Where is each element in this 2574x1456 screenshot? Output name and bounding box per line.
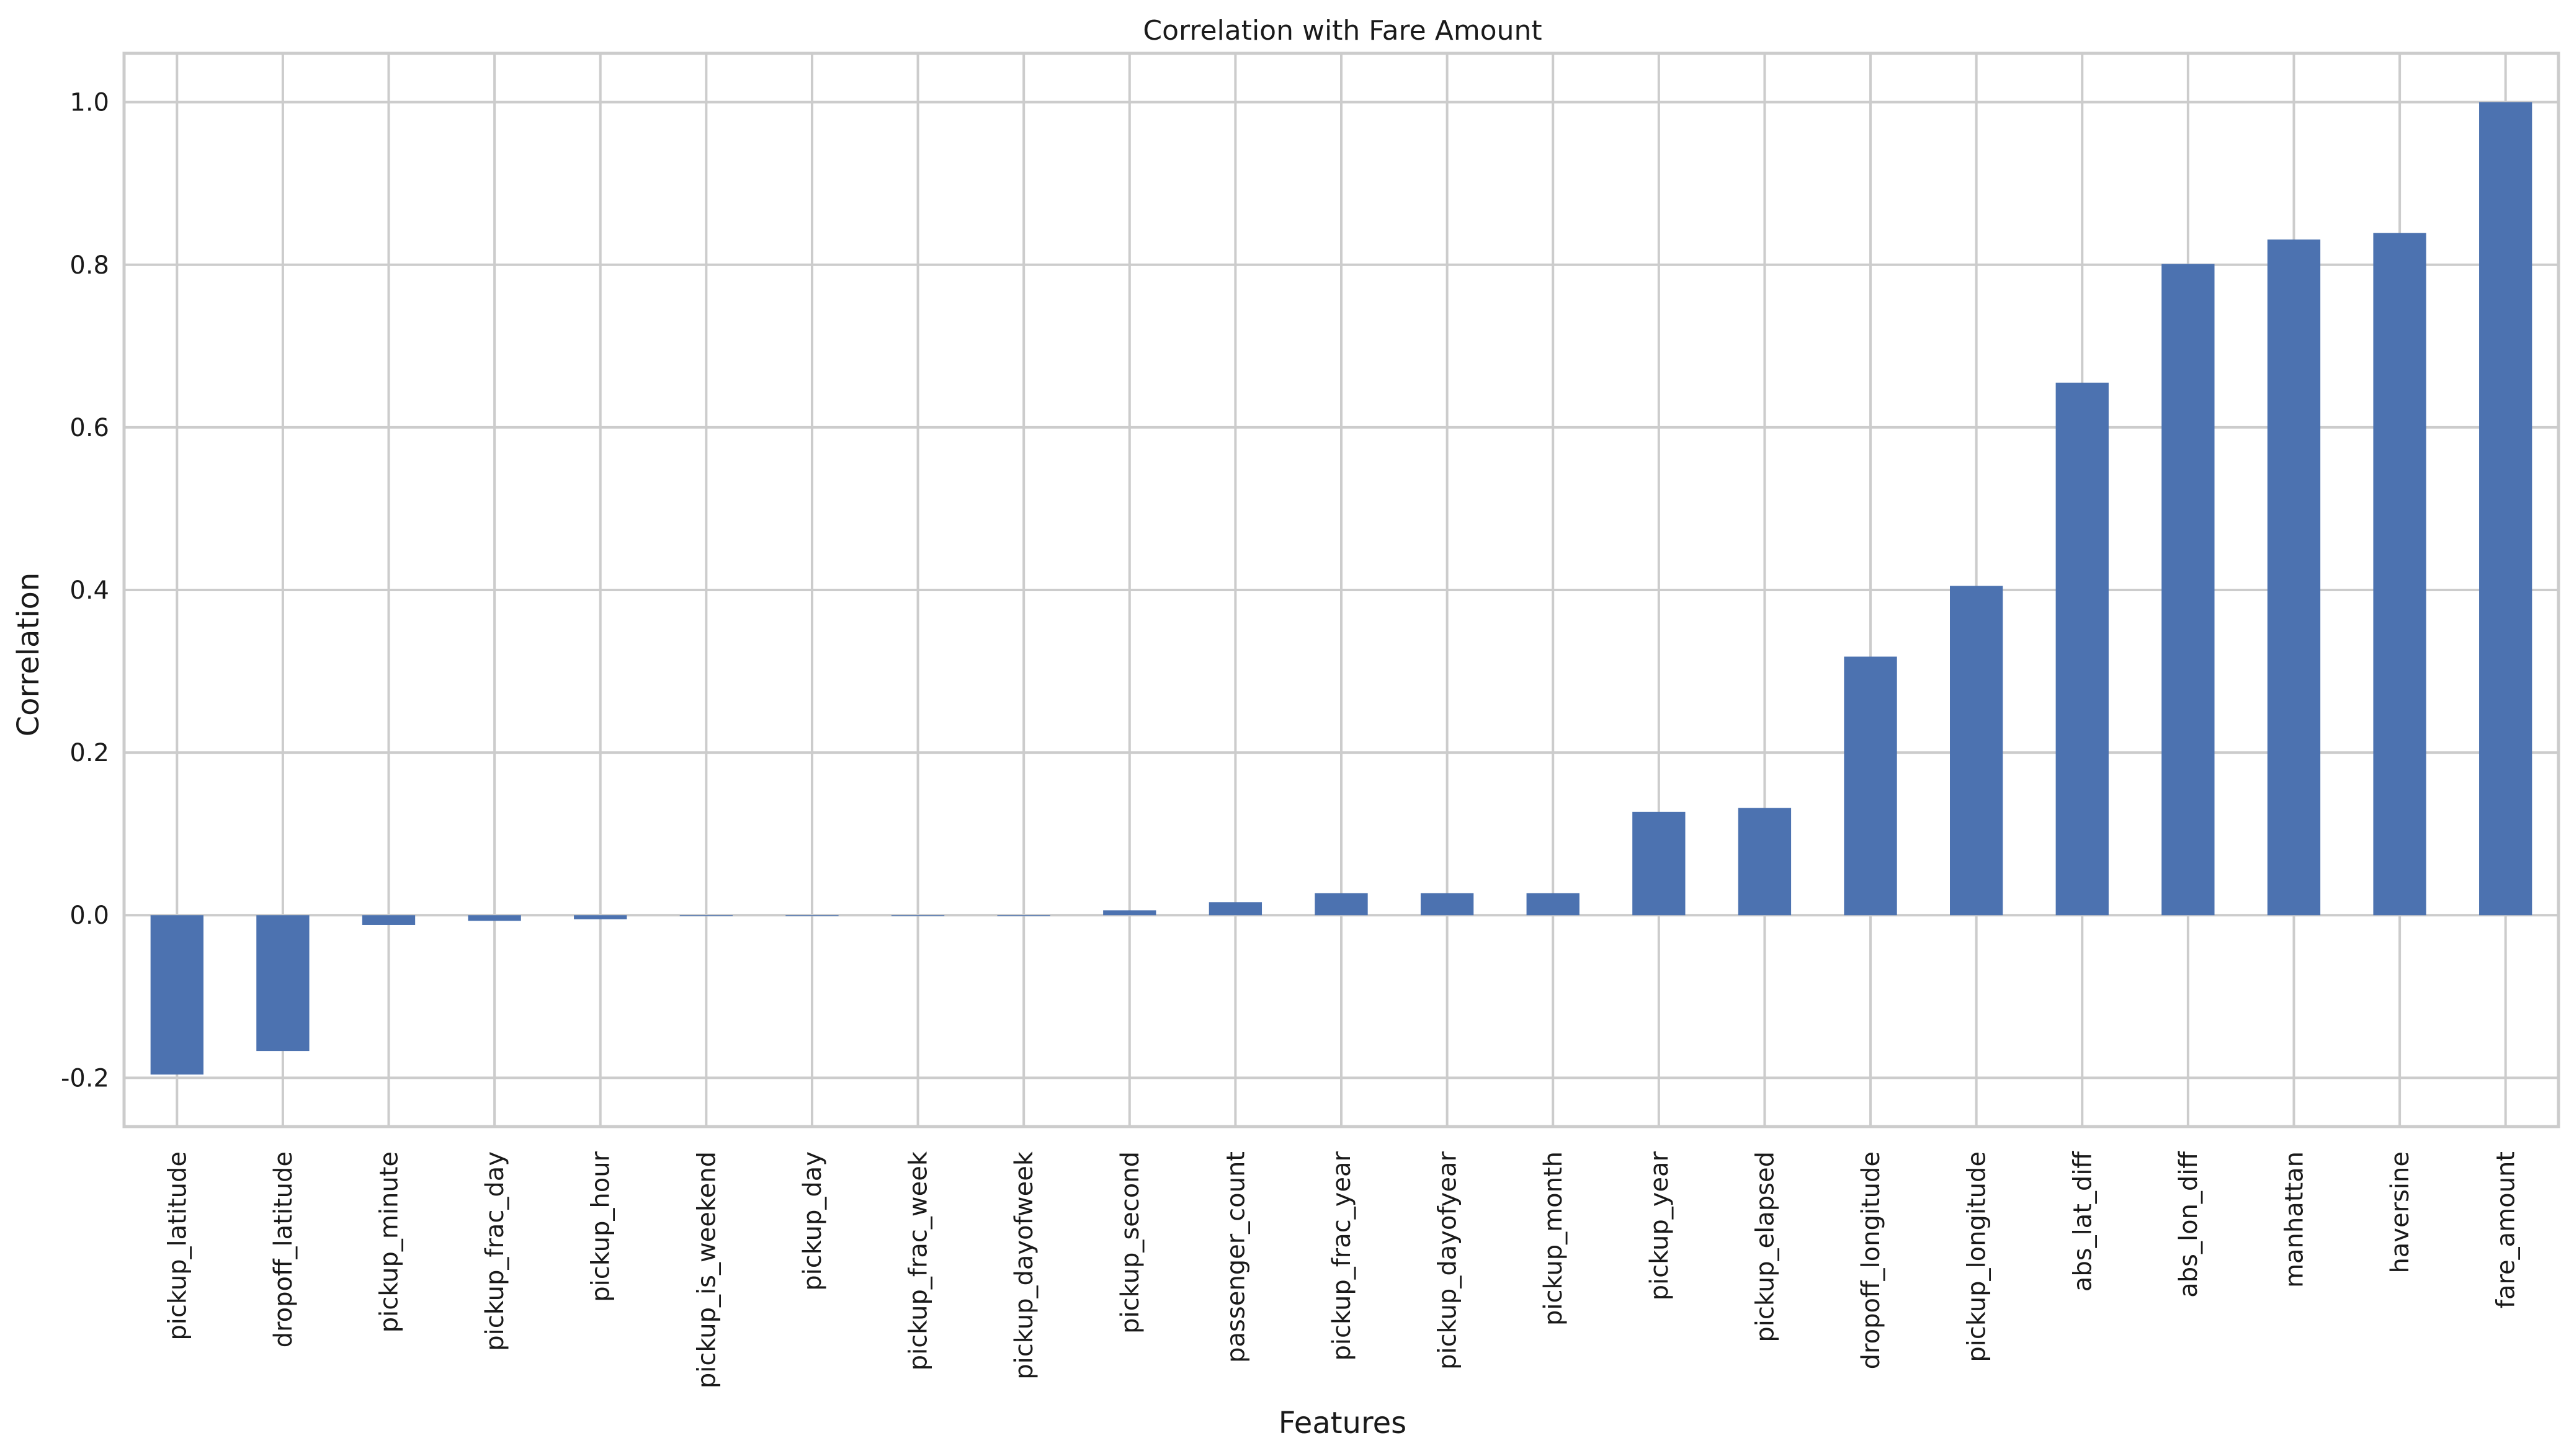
bar-pickup-day [785,915,839,916]
x-tick-label: abs_lon_diff [2174,1151,2203,1298]
bar-pickup-frac-week [891,915,945,916]
bar-pickup-dayofweek [997,915,1050,916]
y-tick-label: 0.0 [69,901,109,930]
bar-haversine [2373,233,2426,916]
x-tick-label: manhattan [2280,1151,2308,1288]
plot-frame [122,51,2560,1128]
x-tick-label: pickup_minute [375,1151,404,1333]
bar-fare-amount [2479,102,2532,916]
chart-title: Correlation with Fare Amount [1143,15,1542,47]
x-tick-label: dropoff_latitude [269,1151,298,1347]
bar-pickup-is-weekend [679,915,733,916]
x-tick-label: pickup_dayofweek [1010,1151,1039,1380]
bar-pickup-second [1103,910,1156,916]
y-axis-label: Correlation [11,573,46,737]
x-tick-label: pickup_frac_day [481,1151,509,1351]
y-tick-label: -0.2 [61,1064,109,1092]
bars [150,102,2532,1075]
x-tick-label: pickup_dayofyear [1434,1151,1462,1369]
bar-manhattan [2267,239,2321,916]
bar-pickup-minute [362,915,416,925]
x-axis-label: Features [1279,1406,1406,1440]
bar-passenger-count [1209,902,1262,916]
bar-pickup-elapsed [1738,808,1792,916]
y-tick-label: 0.2 [69,739,109,767]
x-tick-label: pickup_elapsed [1751,1151,1779,1342]
bar-pickup-longitude [1950,586,2003,916]
y-tick-label: 0.6 [69,414,109,442]
y-tick-label: 1.0 [69,89,109,117]
bar-abs-lat-diff [2055,382,2109,916]
x-tick-label: dropoff_longitude [1857,1151,1885,1369]
bar-pickup-dayofyear [1420,893,1474,916]
bar-pickup-frac-day [468,915,521,921]
x-tick-label: pickup_is_weekend [692,1151,721,1388]
bar-pickup-year [1632,811,1686,916]
x-tick-label: haversine [2386,1151,2415,1274]
x-tick-label: pickup_hour [587,1151,615,1302]
bar-pickup-frac-year [1315,893,1368,916]
x-tick-label: pickup_second [1116,1151,1145,1334]
x-tick-label: passenger_count [1222,1151,1250,1363]
y-axis-ticks: -0.2 0.0 0.2 0.4 0.6 0.8 1.0 [61,89,109,1093]
x-tick-label: abs_lat_diff [2068,1151,2097,1292]
x-tick-label: fare_amount [2492,1151,2521,1308]
x-tick-label: pickup_day [798,1151,827,1291]
bar-pickup-latitude [150,915,203,1075]
bar-dropoff-latitude [256,915,310,1052]
x-tick-label: pickup_latitude [163,1151,192,1341]
x-axis-ticks: pickup_latitude dropoff_latitude pickup_mi… [163,1151,2520,1389]
bar-abs-lon-diff [2161,264,2215,916]
y-tick-label: 0.4 [69,576,109,605]
bar-dropoff-longitude [1844,656,1897,916]
bar-pickup-month [1526,893,1580,916]
x-tick-label: pickup_frac_week [905,1151,933,1370]
x-tick-label: pickup_longitude [1963,1151,1991,1362]
x-tick-label: pickup_month [1539,1151,1568,1326]
x-tick-label: pickup_frac_year [1328,1151,1356,1360]
bar-pickup-hour [574,915,627,919]
y-tick-label: 0.8 [69,251,109,280]
x-tick-label: pickup_year [1645,1151,1674,1300]
